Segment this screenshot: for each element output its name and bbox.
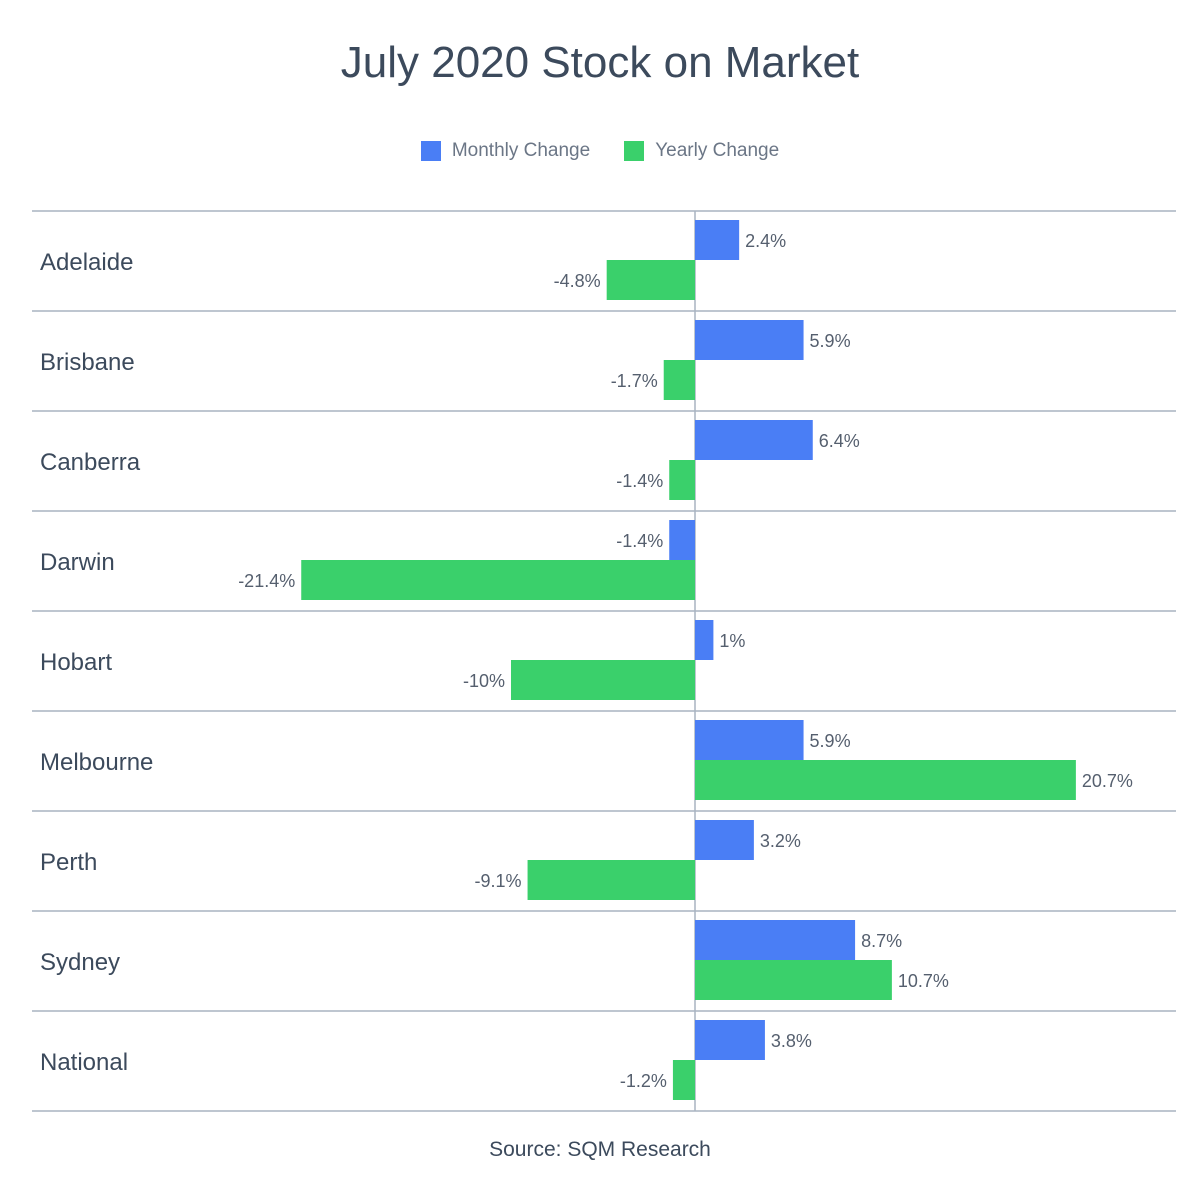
yearly-value-label-sydney: 10.7%: [898, 971, 949, 991]
category-label-canberra: Canberra: [40, 449, 141, 476]
legend-label-monthly: Monthly Change: [451, 140, 591, 161]
monthly-bar-adelaide: [695, 220, 740, 260]
yearly-bar-canberra: [669, 460, 695, 500]
category-label-adelaide: Adelaide: [40, 249, 133, 276]
monthly-value-label-adelaide: 2.4%: [745, 231, 786, 251]
monthly-bar-hobart: [695, 620, 714, 660]
category-label-perth: Perth: [40, 849, 97, 876]
legend-item-yearly[interactable]: Yearly Change: [624, 140, 779, 162]
chart-title: July 2020 Stock on Market: [340, 38, 860, 87]
monthly-value-label-brisbane: 5.9%: [810, 331, 851, 351]
category-label-sydney: Sydney: [40, 949, 120, 976]
legend-item-monthly[interactable]: Monthly Change: [420, 140, 591, 162]
monthly-value-label-melbourne: 5.9%: [810, 731, 851, 751]
monthly-value-label-darwin: -1.4%: [616, 531, 663, 551]
yearly-bar-adelaide: [606, 260, 695, 300]
yearly-value-label-hobart: -10%: [463, 671, 505, 691]
monthly-value-label-national: 3.8%: [771, 1031, 812, 1051]
source-note: Source: SQM Research: [489, 1138, 711, 1161]
monthly-bar-darwin: [669, 520, 695, 560]
category-label-darwin: Darwin: [40, 549, 115, 576]
yearly-value-label-adelaide: -4.8%: [554, 271, 601, 291]
monthly-value-label-hobart: 1%: [719, 631, 745, 651]
yearly-bar-perth: [527, 860, 695, 900]
legend: Monthly Change Yearly Change: [0, 140, 1200, 162]
yearly-bar-brisbane: [663, 360, 695, 400]
monthly-value-label-canberra: 6.4%: [819, 431, 860, 451]
monthly-bar-national: [695, 1020, 765, 1060]
yearly-bar-darwin: [301, 560, 695, 600]
category-label-national: National: [40, 1049, 128, 1076]
category-label-hobart: Hobart: [40, 649, 112, 676]
yearly-value-label-brisbane: -1.7%: [611, 371, 658, 391]
legend-label-yearly: Yearly Change: [655, 140, 780, 161]
yearly-value-label-perth: -9.1%: [475, 871, 522, 891]
monthly-value-label-perth: 3.2%: [760, 831, 801, 851]
yearly-value-label-national: -1.2%: [620, 1071, 667, 1091]
monthly-bar-perth: [695, 820, 754, 860]
yearly-bar-sydney: [695, 960, 892, 1000]
yearly-value-label-darwin: -21.4%: [238, 571, 295, 591]
category-label-brisbane: Brisbane: [40, 349, 135, 376]
legend-swatch-monthly: [420, 141, 441, 161]
category-label-melbourne: Melbourne: [40, 749, 153, 776]
legend-swatch-yearly: [624, 141, 645, 161]
yearly-bar-hobart: [511, 660, 695, 700]
monthly-value-label-sydney: 8.7%: [861, 931, 902, 951]
monthly-bar-melbourne: [695, 720, 804, 760]
yearly-value-label-melbourne: 20.7%: [1082, 771, 1133, 791]
monthly-bar-sydney: [695, 920, 856, 960]
monthly-bar-canberra: [695, 420, 813, 460]
yearly-bar-melbourne: [695, 760, 1076, 800]
yearly-value-label-canberra: -1.4%: [616, 471, 663, 491]
yearly-bar-national: [672, 1060, 695, 1100]
monthly-bar-brisbane: [695, 320, 804, 360]
